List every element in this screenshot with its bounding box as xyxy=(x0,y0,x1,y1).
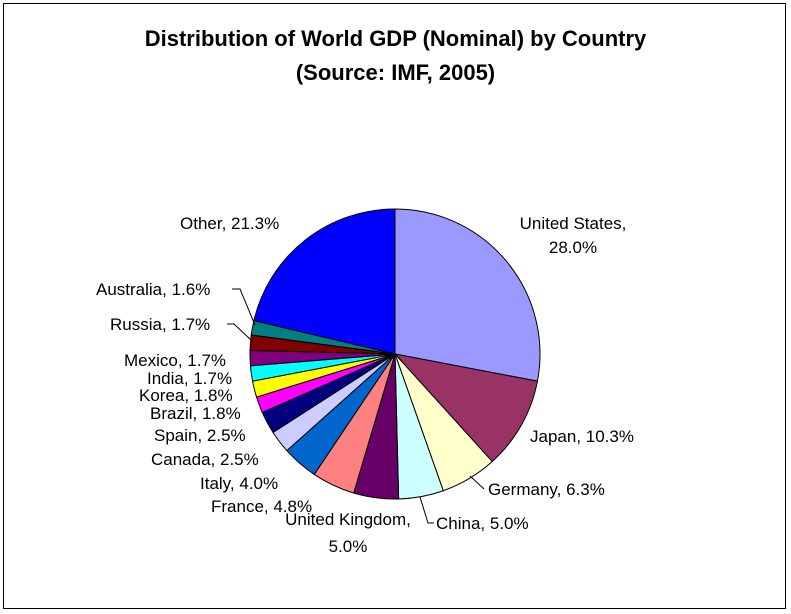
slice-label-canada: Canada, 2.5% xyxy=(151,450,259,469)
slice-label-spain: Spain, 2.5% xyxy=(154,426,246,445)
slice-label-united-states: United States, xyxy=(520,214,627,233)
leader-line-china xyxy=(419,496,434,524)
leader-line-australia xyxy=(232,288,256,326)
slice-label-mexico: Mexico, 1.7% xyxy=(124,351,226,370)
slice-label-korea: Korea, 1.8% xyxy=(139,386,233,405)
chart-title: Distribution of World GDP (Nominal) by C… xyxy=(144,26,647,51)
leader-line-russia xyxy=(227,323,252,341)
pie-slice-japan xyxy=(393,353,539,463)
slice-label-russia: Russia, 1.7% xyxy=(110,315,210,334)
slice-label-india: India, 1.7% xyxy=(147,369,232,388)
slice-label-value-united-states: 28.0% xyxy=(549,238,597,257)
slice-label-china: China, 5.0% xyxy=(436,514,529,533)
leader-lines xyxy=(227,288,485,524)
slice-label-italy: Italy, 4.0% xyxy=(200,474,278,493)
slice-label-germany: Germany, 6.3% xyxy=(488,480,605,499)
pie-slice-other xyxy=(253,208,396,355)
leader-line-germany xyxy=(469,475,485,490)
slice-label-brazil: Brazil, 1.8% xyxy=(150,404,241,423)
slice-label-value-united-kingdom: 5.0% xyxy=(329,537,368,556)
pie-slice-united-states xyxy=(394,208,541,382)
slice-label-australia: Australia, 1.6% xyxy=(96,280,210,299)
chart-subtitle: (Source: IMF, 2005) xyxy=(295,60,496,85)
slice-label-united-kingdom: United Kingdom, xyxy=(285,510,411,529)
slice-labels: United States, 28.0% Japan, 10.3% Germany, … xyxy=(96,214,634,556)
slice-label-japan: Japan, 10.3% xyxy=(530,427,634,446)
pie-slices xyxy=(249,208,541,500)
slice-label-france: France, 4.8% xyxy=(211,497,312,516)
slice-label-other: Other, 21.3% xyxy=(180,214,279,233)
